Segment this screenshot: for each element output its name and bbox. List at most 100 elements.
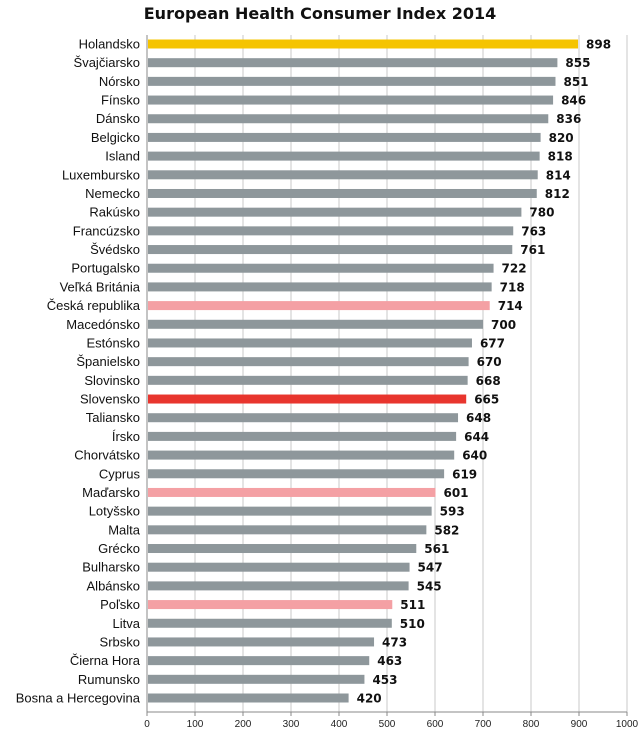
- category-label: Švédsko: [90, 242, 140, 257]
- category-label: Írsko: [112, 429, 140, 444]
- value-label: 582: [434, 523, 459, 537]
- x-tick-label: 200: [235, 719, 252, 730]
- value-label: 420: [357, 692, 382, 706]
- value-label: 763: [521, 224, 546, 238]
- category-label: Chorvátsko: [74, 448, 140, 463]
- bar: [148, 656, 370, 666]
- category-label: Čierna Hora: [70, 653, 141, 668]
- value-label: 665: [474, 393, 499, 407]
- category-label: Česká republika: [47, 298, 141, 313]
- bar: [148, 600, 393, 610]
- value-label: 855: [565, 56, 590, 70]
- bar: [148, 357, 469, 367]
- bar: [148, 431, 457, 441]
- category-label: Španielsko: [76, 354, 140, 369]
- category-label: Slovinsko: [84, 373, 140, 388]
- value-label: 761: [520, 243, 545, 257]
- category-label: Dánsko: [96, 111, 140, 126]
- category-label: Lotyšsko: [89, 504, 140, 519]
- value-label: 510: [400, 617, 425, 631]
- value-label: 836: [556, 112, 581, 126]
- bar: [148, 413, 459, 423]
- value-label: 668: [476, 374, 501, 388]
- category-label: Litva: [113, 616, 141, 631]
- bar: [148, 132, 541, 142]
- bar: [148, 693, 349, 703]
- category-label: Fínsko: [101, 93, 140, 108]
- category-label: Nórsko: [99, 74, 140, 89]
- category-label: Švajčiarsko: [74, 55, 140, 70]
- category-label: Nemecko: [85, 186, 140, 201]
- value-label: 593: [440, 505, 465, 519]
- value-label: 640: [462, 449, 487, 463]
- category-label: Srbsko: [100, 634, 140, 649]
- value-label: 619: [452, 467, 477, 481]
- x-tick-label: 100: [187, 719, 204, 730]
- bar: [148, 263, 494, 273]
- value-label: 718: [500, 280, 525, 294]
- category-label: Veľká Británia: [60, 279, 141, 294]
- bar: [148, 637, 375, 647]
- category-label: Cyprus: [99, 466, 141, 481]
- value-label: 473: [382, 635, 407, 649]
- bar: [148, 581, 409, 591]
- value-label: 511: [400, 598, 425, 612]
- category-label: Macedónsko: [66, 317, 140, 332]
- value-label: 846: [561, 94, 586, 108]
- bar: [148, 618, 392, 628]
- value-label: 547: [418, 561, 443, 575]
- x-tick-label: 300: [283, 719, 300, 730]
- bar: [148, 469, 445, 479]
- bar: [148, 170, 538, 180]
- value-label: 453: [372, 673, 397, 687]
- x-tick-label: 400: [331, 719, 348, 730]
- bar: [148, 674, 365, 684]
- bar: [148, 226, 514, 236]
- bar: [148, 301, 490, 311]
- value-label: 648: [466, 411, 491, 425]
- bar: [148, 76, 556, 86]
- value-label: 700: [491, 318, 516, 332]
- bar: [148, 39, 579, 49]
- bar: [148, 562, 410, 572]
- value-label: 780: [529, 206, 554, 220]
- value-label: 814: [546, 168, 571, 182]
- value-label: 677: [480, 336, 505, 350]
- value-label: 644: [464, 430, 489, 444]
- bar: [148, 188, 537, 198]
- bar: [148, 506, 432, 516]
- category-label: Luxembursko: [62, 167, 140, 182]
- x-tick-label: 700: [475, 719, 492, 730]
- value-label: 851: [563, 75, 588, 89]
- category-label: Maďarsko: [82, 485, 140, 500]
- bar: [148, 338, 472, 348]
- bar: [148, 245, 513, 255]
- bar: [148, 114, 549, 124]
- category-label: Albánsko: [87, 578, 140, 593]
- category-label: Holandsko: [79, 37, 140, 52]
- bar: [148, 525, 427, 535]
- category-label: Slovensko: [80, 392, 140, 407]
- bar: [148, 95, 554, 105]
- value-label: 601: [443, 486, 468, 500]
- value-label: 670: [477, 355, 502, 369]
- category-label: Malta: [108, 522, 141, 537]
- category-label: Rakúsko: [89, 205, 140, 220]
- x-tick-label: 500: [379, 719, 396, 730]
- x-tick-label: 0: [144, 719, 150, 730]
- category-label: Poľsko: [100, 597, 140, 612]
- chart-title: European Health Consumer Index 2014: [143, 4, 497, 23]
- category-label: Bosna a Hercegovina: [16, 691, 141, 706]
- value-label: 463: [377, 654, 402, 668]
- category-label: Taliansko: [86, 410, 140, 425]
- value-label: 561: [424, 542, 449, 556]
- value-label: 714: [498, 299, 523, 313]
- value-label: 898: [586, 38, 611, 52]
- x-tick-label: 900: [571, 719, 588, 730]
- value-label: 545: [417, 579, 442, 593]
- bar: [148, 375, 468, 385]
- bar: [148, 58, 558, 68]
- value-label: 818: [548, 150, 573, 164]
- category-label: Grécko: [98, 541, 140, 556]
